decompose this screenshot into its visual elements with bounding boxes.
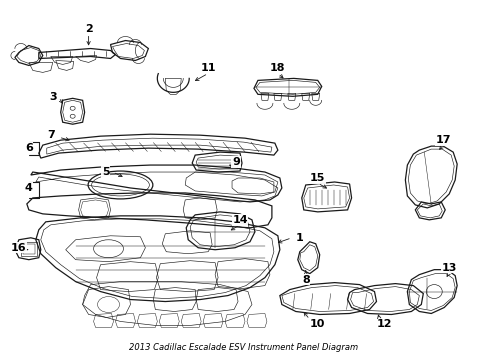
Text: 16: 16 (11, 243, 27, 253)
Bar (23, 244, 35, 254)
Text: 3: 3 (49, 92, 57, 102)
Text: 8: 8 (301, 275, 309, 285)
Text: 2: 2 (84, 24, 92, 33)
Text: 4: 4 (25, 183, 33, 193)
Text: 17: 17 (435, 135, 450, 145)
Text: 7: 7 (47, 130, 55, 140)
Text: 14: 14 (232, 215, 247, 225)
Text: 18: 18 (269, 63, 285, 73)
Text: 5: 5 (102, 167, 109, 177)
Text: 15: 15 (309, 173, 325, 183)
Text: 11: 11 (200, 63, 215, 73)
Bar (21, 242, 37, 256)
Text: 1: 1 (295, 233, 303, 243)
Text: 13: 13 (441, 263, 456, 273)
Text: 6: 6 (25, 143, 33, 153)
Text: 9: 9 (232, 157, 240, 167)
Text: 12: 12 (376, 319, 391, 329)
Text: 2013 Cadillac Escalade ESV Instrument Panel Diagram: 2013 Cadillac Escalade ESV Instrument Pa… (129, 343, 358, 352)
Text: 10: 10 (309, 319, 325, 329)
